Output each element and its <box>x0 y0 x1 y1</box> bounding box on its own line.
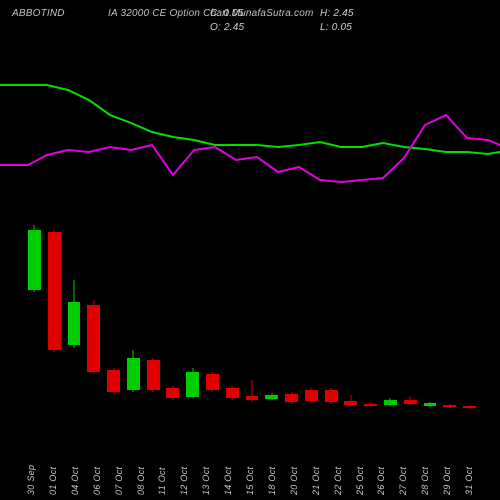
candle-body <box>285 394 298 402</box>
indicator-line <box>0 85 500 154</box>
x-tick-label: 28 Oct <box>420 467 430 495</box>
x-tick-label: 08 Oct <box>136 467 146 495</box>
candlestick <box>246 230 259 410</box>
candle-body <box>186 372 199 397</box>
candlestick <box>226 230 239 410</box>
candlestick <box>206 230 219 410</box>
candlestick <box>87 230 100 410</box>
candle-body <box>364 404 377 406</box>
candlestick <box>265 230 278 410</box>
symbol-label: ABBOTIND <box>12 8 65 19</box>
candlestick <box>384 230 397 410</box>
x-tick-label: 12 Oct <box>179 467 189 495</box>
high-readout: H: 2.45 <box>320 8 354 19</box>
close-label: C: <box>210 8 220 19</box>
high-label: H: <box>320 8 330 19</box>
x-tick-label: 31 Oct <box>464 467 474 495</box>
candle-body <box>325 390 338 402</box>
x-tick-label: 04 Oct <box>70 467 80 495</box>
high-value: 2.45 <box>333 8 353 19</box>
candle-body <box>87 305 100 372</box>
chart-plot-area <box>0 30 500 400</box>
x-tick-label: 26 Oct <box>376 467 386 495</box>
candlestick <box>28 230 41 410</box>
x-tick-label: 07 Oct <box>114 467 124 495</box>
candle-body <box>443 405 456 407</box>
x-axis: 30 Sep 01 Oct 04 Oct 06 Oct 07 Oct 08 Oct 11 O… <box>28 425 488 495</box>
candle-body <box>147 360 160 390</box>
candlestick <box>443 230 456 410</box>
candlestick <box>127 230 140 410</box>
candle-body <box>127 358 140 390</box>
indicator-lines <box>0 30 500 230</box>
x-tick-label: 11 Oct <box>157 467 167 495</box>
close-readout: C: 0.05 <box>210 8 244 19</box>
candlestick <box>48 230 61 410</box>
candle-body <box>384 400 397 405</box>
candlestick <box>364 230 377 410</box>
candlestick <box>424 230 437 410</box>
close-value: 0.05 <box>223 8 243 19</box>
candle-body <box>344 401 357 405</box>
candle-body <box>404 400 417 404</box>
candlestick <box>325 230 338 410</box>
candlestick <box>305 230 318 410</box>
x-tick-label: 22 Oct <box>333 467 343 495</box>
x-tick-label: 18 Oct <box>267 467 277 495</box>
x-tick-label: 06 Oct <box>92 467 102 495</box>
x-tick-label: 25 Oct <box>355 467 365 495</box>
candle-body <box>28 230 41 290</box>
candle-body <box>206 374 219 390</box>
candlestick <box>186 230 199 410</box>
candle-body <box>226 388 239 398</box>
candle-body <box>424 403 437 406</box>
candlestick <box>147 230 160 410</box>
x-tick-label: 30 Sep <box>26 465 36 495</box>
x-tick-label: 27 Oct <box>398 467 408 495</box>
candle-body <box>265 395 278 399</box>
candle-body <box>246 396 259 400</box>
x-tick-label: 20 Oct <box>289 467 299 495</box>
candle-body <box>166 388 179 398</box>
candle-body <box>48 232 61 350</box>
candlestick <box>166 230 179 410</box>
x-tick-label: 13 Oct <box>201 467 211 495</box>
candlestick <box>68 230 81 410</box>
candlestick <box>285 230 298 410</box>
candlestick <box>344 230 357 410</box>
x-tick-label: 01 Oct <box>48 467 58 495</box>
candle-body <box>305 390 318 401</box>
x-tick-label: 29 Oct <box>442 467 452 495</box>
candlestick-panel <box>28 230 488 410</box>
candle-body <box>68 302 81 345</box>
candlestick <box>404 230 417 410</box>
candlestick <box>107 230 120 410</box>
x-tick-label: 15 Oct <box>245 467 255 495</box>
x-tick-label: 14 Oct <box>223 467 233 495</box>
candle-body <box>463 406 476 408</box>
x-tick-label: 21 Oct <box>311 467 321 495</box>
candle-body <box>107 370 120 392</box>
candlestick <box>463 230 476 410</box>
